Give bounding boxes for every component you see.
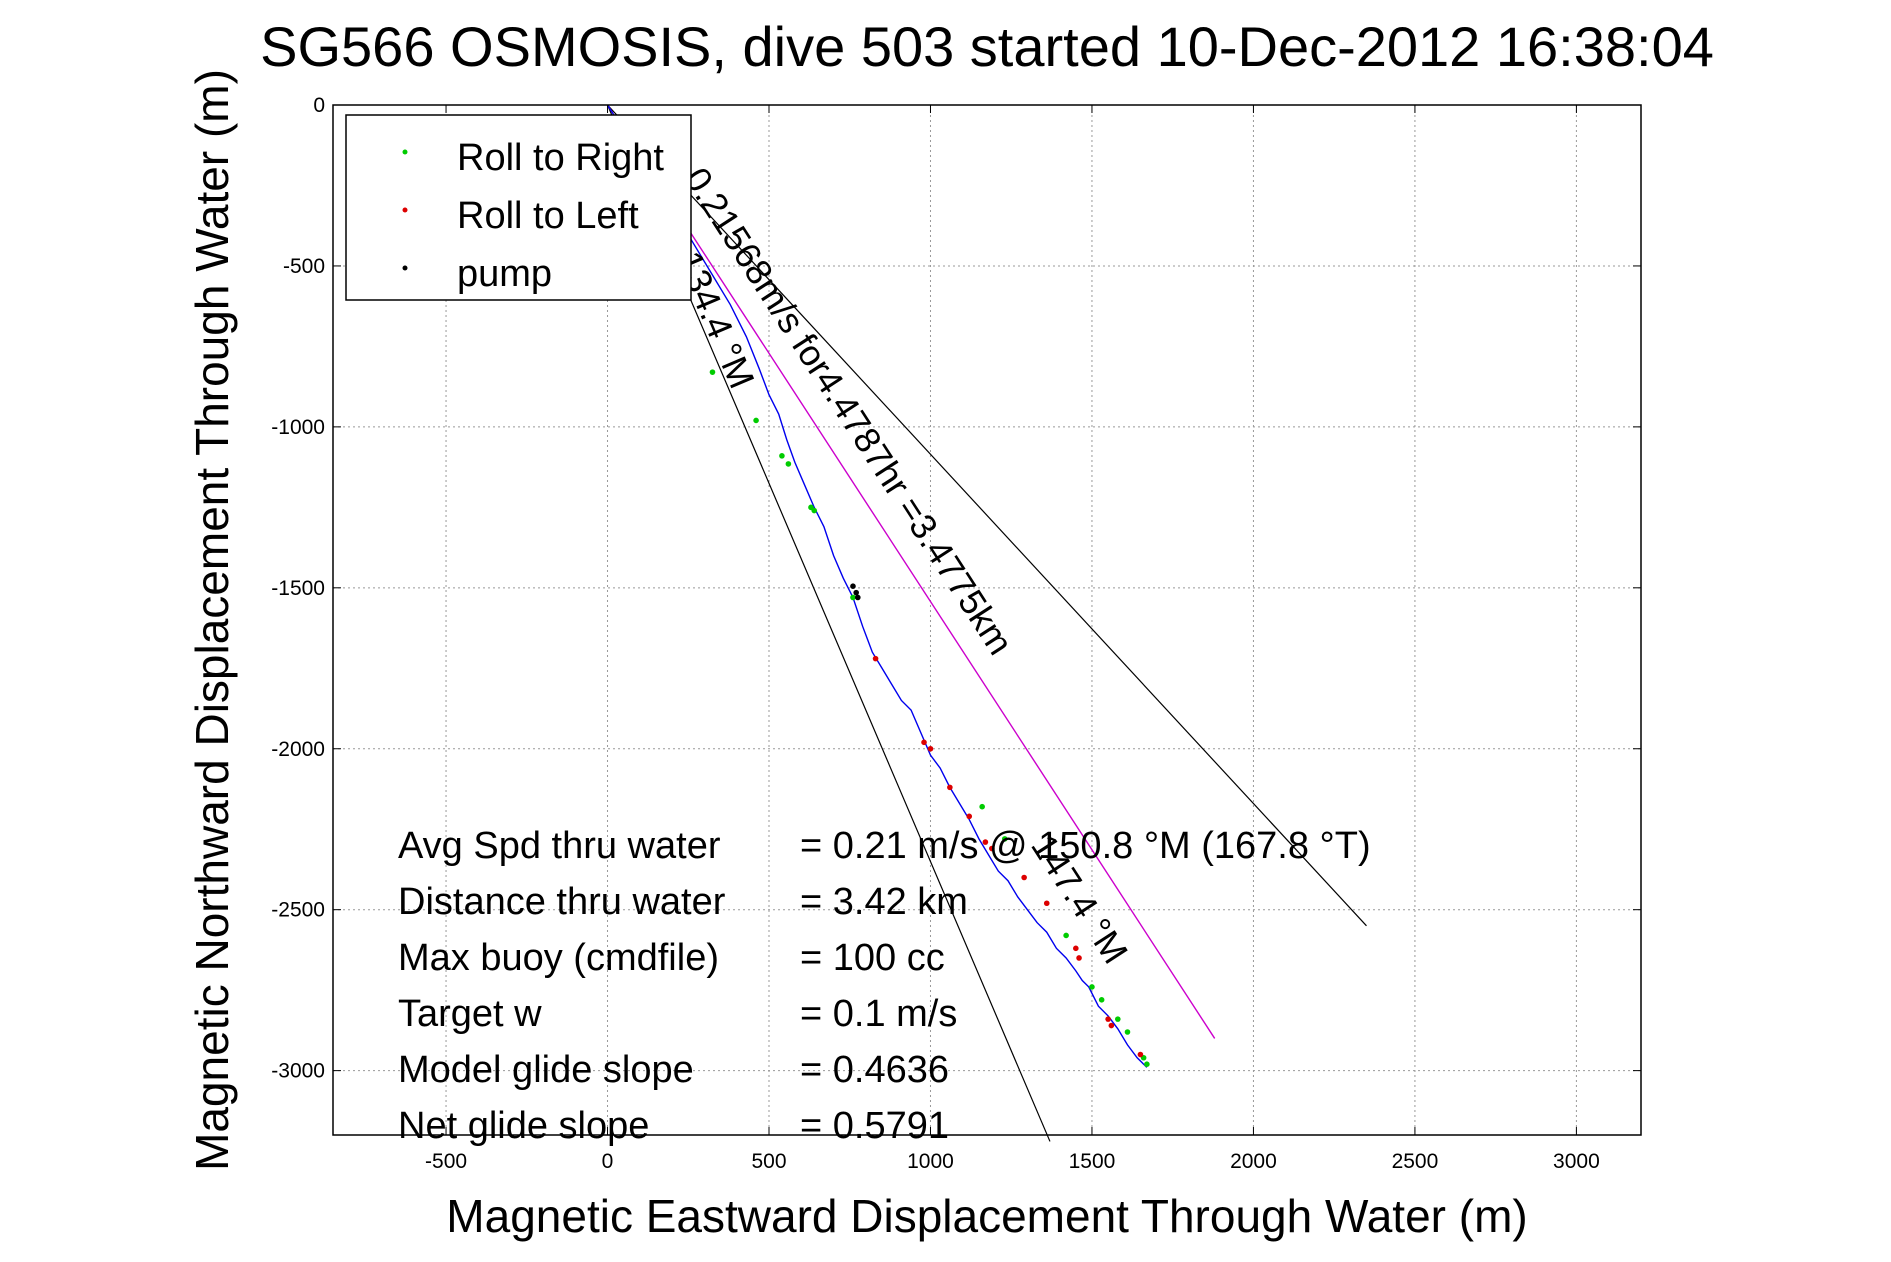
y-tick-label: 0 — [313, 94, 325, 117]
x-tick-label: 2000 — [1230, 1150, 1277, 1173]
roll-left-point — [966, 813, 973, 820]
roll-right-point — [1089, 984, 1095, 990]
pump-point — [855, 594, 861, 601]
roll-right-point — [1124, 1029, 1131, 1035]
stat-label-target-w: Target w — [398, 993, 542, 1035]
heading-line-segment — [606, 104, 1216, 1039]
roll-markers — [709, 369, 1150, 1067]
roll-left-point — [1076, 955, 1082, 961]
roll-left-point — [927, 745, 934, 752]
roll-left-point — [1108, 1022, 1115, 1029]
legend-label-roll-left: Roll to Left — [457, 195, 639, 237]
y-tick-label: -1000 — [271, 416, 325, 439]
x-tick-label: 0 — [602, 1150, 614, 1173]
stat-value-distance: = 3.42 km — [800, 881, 968, 923]
roll-right-point — [1144, 1061, 1150, 1067]
cone-line — [607, 104, 1367, 927]
y-tick-label: -500 — [283, 255, 325, 278]
stat-value-model-glide: = 0.4636 — [800, 1049, 949, 1091]
x-tick-label: 2500 — [1392, 1150, 1439, 1173]
roll-right-point — [779, 453, 785, 459]
stat-label-distance: Distance thru water — [398, 881, 726, 923]
pump-point — [850, 583, 856, 590]
roll-left-point — [1073, 945, 1079, 952]
stat-label-net-glide: Net glide slope — [398, 1105, 649, 1147]
x-axis-ticks: -500 0 500 1000 1500 2000 2500 3000 — [425, 105, 1600, 1173]
x-tick-label: 1500 — [1069, 1150, 1116, 1173]
legend-label-pump: pump — [457, 253, 552, 295]
roll-right-point — [1063, 932, 1069, 939]
y-tick-label: -2500 — [271, 899, 325, 922]
stat-label-avg-speed: Avg Spd thru water — [398, 825, 721, 867]
roll-left-point — [1043, 900, 1050, 907]
roll-left-point — [872, 655, 879, 662]
legend-label-roll-right: Roll to Right — [457, 137, 664, 179]
legend: Roll to Right Roll to Left pump — [345, 114, 692, 301]
y-tick-label: -1500 — [271, 577, 325, 600]
roll-right-point — [753, 417, 759, 424]
x-axis-label: Magnetic Eastward Displacement Through W… — [446, 1190, 1527, 1242]
stat-value-net-glide: = 0.5791 — [800, 1105, 949, 1147]
roll-right-point — [785, 461, 792, 467]
roll-left-point — [1105, 1016, 1111, 1022]
stat-value-avg-speed: = 0.21 m/s @ 150.8 °M (167.8 °T) — [800, 825, 1371, 867]
stats-block: Avg Spd thru water = 0.21 m/s @ 150.8 °M… — [398, 825, 1371, 1147]
y-tick-label: -3000 — [271, 1060, 325, 1083]
roll-right-point — [850, 594, 856, 601]
stat-value-target-w: = 0.1 m/s — [800, 993, 957, 1035]
pump-point — [853, 589, 859, 596]
y-axis-label: Magnetic Northward Displacement Through … — [186, 69, 238, 1171]
roll-left-point — [989, 845, 995, 852]
heading-line — [606, 104, 1216, 1039]
roll-right-point — [979, 803, 985, 810]
y-tick-label: -2000 — [271, 738, 325, 761]
roll-right-point — [1098, 997, 1105, 1003]
roll-right-point — [709, 369, 716, 375]
dive-track-line — [606, 104, 1148, 1068]
legend-marker-roll-right — [402, 149, 408, 155]
chart-title: SG566 OSMOSIS, dive 503 started 10-Dec-2… — [260, 15, 1714, 78]
stat-label-model-glide: Model glide slope — [398, 1049, 694, 1091]
x-tick-label: -500 — [425, 1150, 467, 1173]
y-axis-ticks: 0 -500 -1000 -1500 -2000 -2500 -3000 — [271, 94, 1641, 1083]
plot-frame — [332, 104, 1642, 1136]
x-tick-label: 3000 — [1553, 1150, 1600, 1173]
roll-right-point — [1115, 1016, 1121, 1022]
legend-marker-roll-left — [402, 207, 408, 213]
x-tick-label: 500 — [751, 1150, 786, 1173]
roll-left-point — [982, 839, 989, 845]
roll-right-point — [811, 507, 818, 514]
stat-label-max-buoy: Max buoy (cmdfile) — [398, 937, 719, 979]
dive-track — [606, 104, 1148, 1068]
roll-left-point — [947, 784, 953, 791]
roll-right-point — [1001, 836, 1008, 842]
x-tick-label: 1000 — [907, 1150, 954, 1173]
legend-marker-pump — [402, 265, 408, 271]
roll-left-point — [921, 739, 927, 746]
roll-left-point — [1137, 1051, 1144, 1058]
roll-left-point — [1021, 874, 1027, 881]
stat-value-max-buoy: = 100 cc — [800, 937, 945, 979]
